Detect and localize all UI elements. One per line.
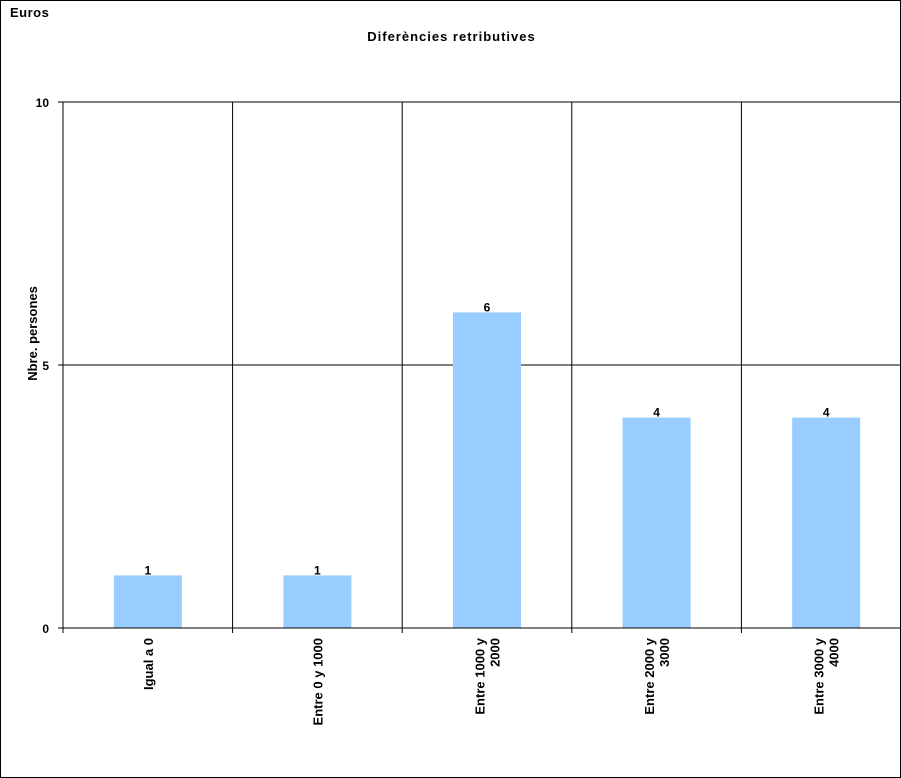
y-axis-title: Nbre. persones xyxy=(25,286,40,381)
bar xyxy=(113,575,182,628)
data-label: 4 xyxy=(823,406,830,420)
y-tick-label: 5 xyxy=(42,359,49,373)
data-label: 4 xyxy=(653,406,660,420)
bar xyxy=(622,417,691,628)
chart-title: Diferències retributives xyxy=(367,29,536,44)
y-tick-label: 10 xyxy=(36,96,50,110)
bar xyxy=(283,575,352,628)
data-label: 1 xyxy=(144,563,151,577)
bar xyxy=(453,312,521,628)
data-label: 1 xyxy=(314,563,321,577)
bar xyxy=(792,417,861,628)
x-tick-label: Entre 3000 y4000 xyxy=(812,637,842,714)
data-label: 6 xyxy=(484,300,491,314)
units-label: Euros xyxy=(10,5,50,20)
x-tick-label: Entre 2000 y3000 xyxy=(642,637,672,714)
x-tick-label: Entre 1000 y2000 xyxy=(473,637,503,714)
x-tick-label: Entre 0 y 1000 xyxy=(310,638,325,725)
x-tick-label: Igual a 0 xyxy=(141,638,156,690)
y-tick-label: 0 xyxy=(42,622,49,636)
